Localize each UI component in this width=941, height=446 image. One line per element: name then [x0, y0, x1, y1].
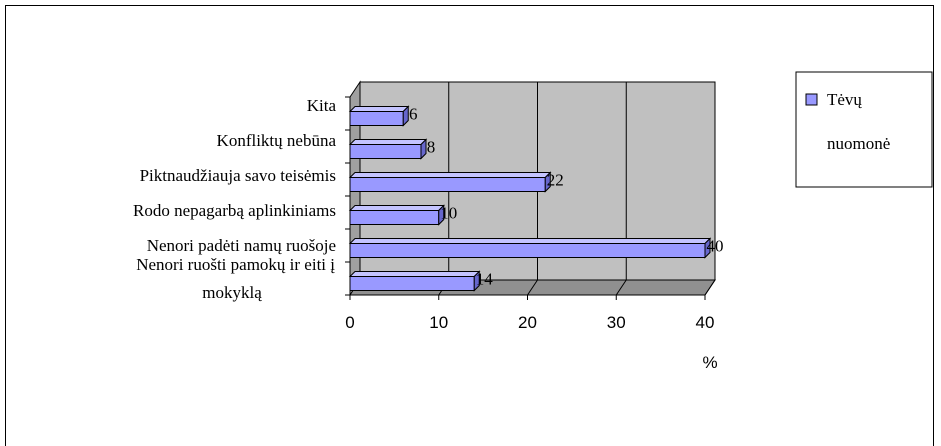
bar-top	[348, 238, 712, 244]
bar	[348, 204, 445, 226]
data-label: 40	[707, 237, 724, 256]
bar-top	[348, 172, 552, 178]
category-label: Piktnaudžiauja savo teisėmis	[140, 166, 336, 185]
x-tick-label: 40	[696, 313, 715, 332]
bar-end	[704, 237, 711, 259]
data-label: 22	[547, 171, 564, 190]
bar-top	[348, 139, 428, 145]
bar-front	[349, 177, 546, 192]
gridline-floor	[527, 279, 538, 296]
bar	[348, 105, 410, 127]
x-tick-label: 10	[429, 313, 448, 332]
x-tick-label: 20	[518, 313, 537, 332]
bar-front	[349, 144, 422, 159]
bar	[348, 237, 712, 259]
category-label: Nenori ruošti pamokų ir eiti į mokyklą	[136, 255, 335, 302]
legend: Tėvų nuomonė	[795, 71, 933, 188]
category-label: Konfliktų nebūna	[217, 131, 337, 150]
bar-end	[420, 138, 427, 160]
legend-label-line1: Tėvų	[827, 90, 862, 109]
data-label: 6	[409, 105, 418, 124]
x-tick-label: 30	[607, 313, 626, 332]
category-label: Nenori padėti namų ruošoje	[147, 236, 336, 255]
chart-frame	[5, 5, 934, 446]
bar-front	[349, 243, 706, 258]
bar	[348, 138, 428, 160]
x-tick-labels: 0 10 20 30 40	[345, 313, 714, 332]
legend-box	[795, 71, 933, 188]
bars	[348, 105, 712, 292]
bar-top	[348, 271, 481, 277]
gridline-floor	[615, 279, 627, 296]
bar-end	[438, 204, 445, 226]
category-labels: Nenori ruošti pamokų ir eiti į mokykląNen…	[133, 96, 336, 302]
bar-end	[402, 105, 409, 127]
bar	[348, 171, 552, 193]
bar-front	[349, 276, 475, 291]
data-labels: 14 40 10 22 86	[409, 105, 724, 289]
bar-top	[348, 106, 410, 112]
category-label: Rodo nepagarbą aplinkiniams	[133, 201, 336, 220]
bar-front	[349, 111, 404, 126]
category-label: Kita	[307, 96, 337, 115]
x-tick-label: 0	[345, 313, 354, 332]
legend-label-line2: nuomonė	[827, 134, 890, 153]
legend-swatch	[805, 93, 818, 106]
data-label: 10	[440, 204, 457, 223]
bar-front	[349, 210, 440, 225]
category-label-line: mokyklą	[202, 283, 262, 302]
bar-end	[473, 270, 480, 292]
x-axis-label: %	[702, 353, 717, 372]
category-label-line: Nenori ruošti pamokų ir eiti į	[136, 255, 335, 274]
bar-top	[348, 205, 445, 211]
data-label: 14	[476, 270, 494, 289]
bar	[348, 270, 481, 292]
data-label: 8	[427, 138, 436, 157]
bar-end	[544, 171, 551, 193]
gridline-floor	[704, 279, 716, 296]
